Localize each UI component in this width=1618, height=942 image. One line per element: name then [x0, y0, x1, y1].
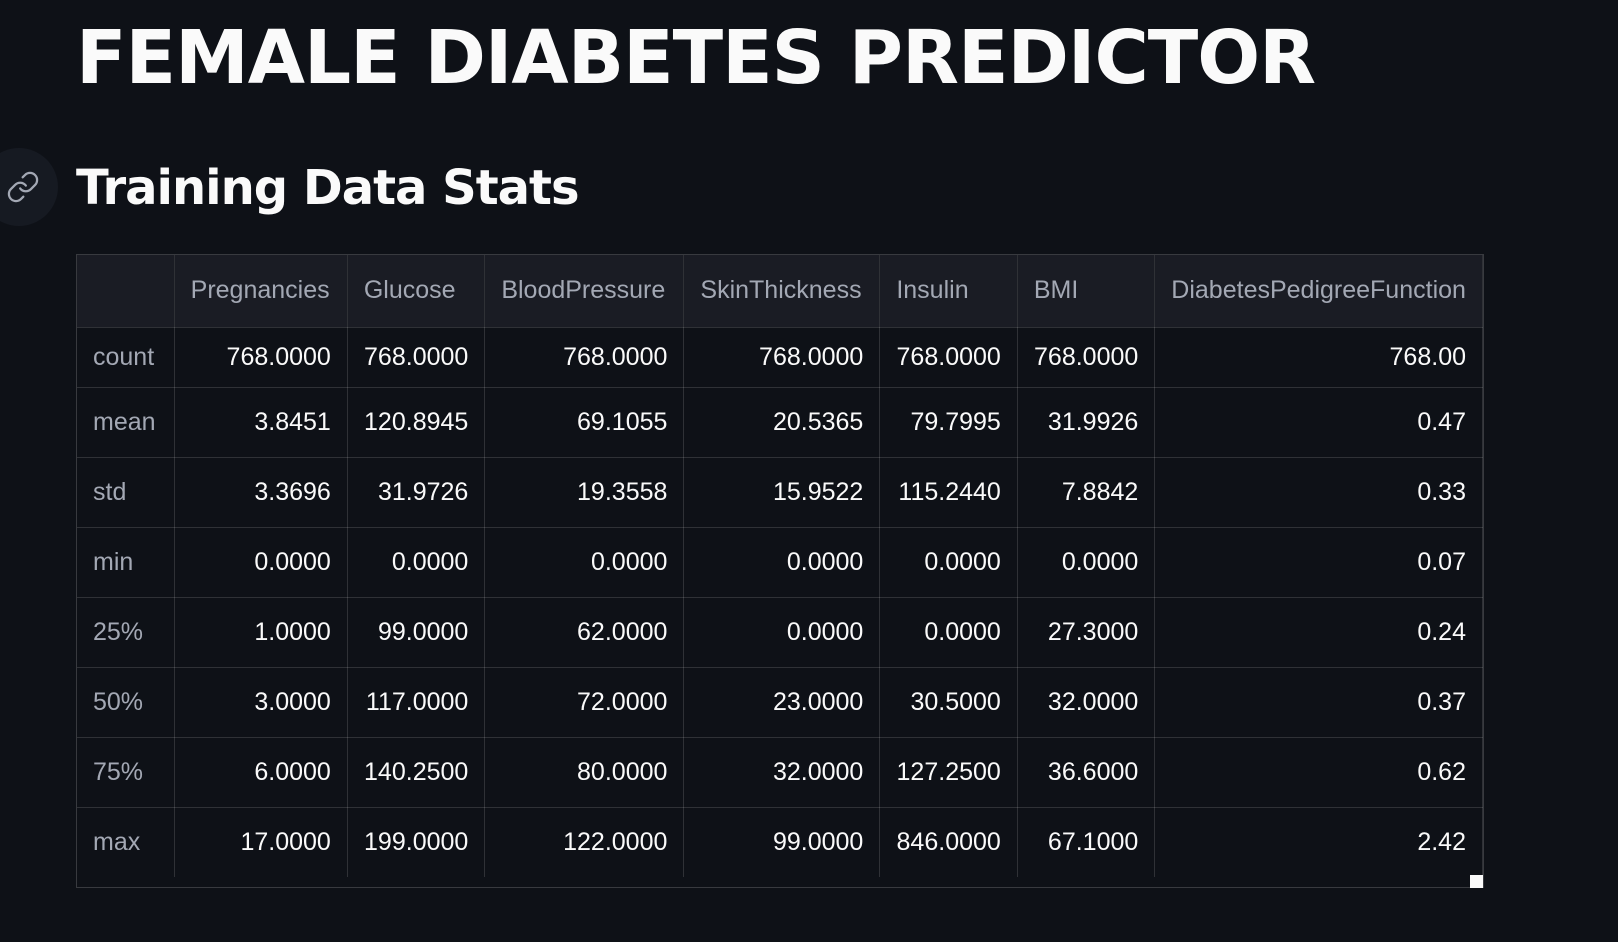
table-cell[interactable]: 0.0000 — [683, 597, 881, 668]
table-cell[interactable]: 140.2500 — [347, 737, 486, 808]
table-cell[interactable]: 19.3558 — [484, 457, 685, 528]
table-cell[interactable]: 0.0000 — [347, 527, 486, 598]
table-cell[interactable]: 23.0000 — [683, 667, 881, 738]
table-cell[interactable]: 36.6000 — [1017, 737, 1156, 808]
table-cell[interactable]: 99.0000 — [683, 807, 881, 877]
table-cell[interactable]: 31.9926 — [1017, 387, 1156, 458]
row-label: 25% — [77, 597, 175, 668]
table-cell[interactable]: 3.0000 — [174, 667, 348, 738]
table-cell[interactable]: 768.0000 — [683, 327, 881, 388]
table-cell[interactable]: 199.0000 — [347, 807, 486, 877]
table-cell[interactable]: 768.00 — [1154, 327, 1483, 388]
table-cell[interactable]: 846.0000 — [879, 807, 1018, 877]
table-row: max 17.0000 199.0000 122.0000 99.0000 84… — [77, 807, 1483, 877]
table-cell[interactable]: 20.5365 — [683, 387, 881, 458]
table-resize-handle[interactable] — [1470, 875, 1483, 888]
table-cell[interactable]: 1.0000 — [174, 597, 348, 668]
section-anchor-link[interactable] — [0, 148, 58, 226]
column-header[interactable]: SkinThickness — [683, 255, 881, 328]
table-cell[interactable]: 768.0000 — [1017, 327, 1156, 388]
table-cell[interactable]: 0.0000 — [879, 597, 1018, 668]
row-label: max — [77, 807, 175, 877]
table-cell[interactable]: 67.1000 — [1017, 807, 1156, 877]
row-label: std — [77, 457, 175, 528]
table-cell[interactable]: 69.1055 — [484, 387, 685, 458]
table-cell[interactable]: 32.0000 — [683, 737, 881, 808]
table-cell[interactable]: 0.47 — [1154, 387, 1483, 458]
table-cell[interactable]: 0.0000 — [484, 527, 685, 598]
table-cell[interactable]: 31.9726 — [347, 457, 486, 528]
table-row: std 3.3696 31.9726 19.3558 15.9522 115.2… — [77, 457, 1483, 528]
table-cell[interactable]: 72.0000 — [484, 667, 685, 738]
table-cell[interactable]: 0.37 — [1154, 667, 1483, 738]
table-cell[interactable]: 0.0000 — [683, 527, 881, 598]
table-row: min 0.0000 0.0000 0.0000 0.0000 0.0000 0… — [77, 527, 1483, 598]
index-header — [77, 255, 175, 328]
column-header[interactable]: BloodPressure — [484, 255, 685, 328]
table-cell[interactable]: 768.0000 — [484, 327, 685, 388]
row-label: mean — [77, 387, 175, 458]
table-cell[interactable]: 62.0000 — [484, 597, 685, 668]
table-cell[interactable]: 122.0000 — [484, 807, 685, 877]
table-cell[interactable]: 768.0000 — [174, 327, 348, 388]
table-cell[interactable]: 117.0000 — [347, 667, 486, 738]
table-cell[interactable]: 115.2440 — [879, 457, 1018, 528]
table-cell[interactable]: 2.42 — [1154, 807, 1483, 877]
table-cell[interactable]: 0.24 — [1154, 597, 1483, 668]
row-label: count — [77, 327, 175, 388]
table-cell[interactable]: 0.0000 — [174, 527, 348, 598]
table-cell[interactable]: 120.8945 — [347, 387, 486, 458]
row-label: 75% — [77, 737, 175, 808]
stats-dataframe[interactable]: Pregnancies Glucose BloodPressure SkinTh… — [76, 254, 1484, 888]
table-cell[interactable]: 7.8842 — [1017, 457, 1156, 528]
column-header[interactable]: Pregnancies — [174, 255, 348, 328]
table-header-row: Pregnancies Glucose BloodPressure SkinTh… — [77, 255, 1483, 328]
row-label: min — [77, 527, 175, 598]
table-cell[interactable]: 80.0000 — [484, 737, 685, 808]
column-header[interactable]: Insulin — [879, 255, 1018, 328]
table-cell[interactable]: 0.33 — [1154, 457, 1483, 528]
table-cell[interactable]: 0.07 — [1154, 527, 1483, 598]
table-cell[interactable]: 0.0000 — [879, 527, 1018, 598]
table-cell[interactable]: 79.7995 — [879, 387, 1018, 458]
table-row: 75% 6.0000 140.2500 80.0000 32.0000 127.… — [77, 737, 1483, 808]
table-row: 50% 3.0000 117.0000 72.0000 23.0000 30.5… — [77, 667, 1483, 738]
table-cell[interactable]: 3.3696 — [174, 457, 348, 528]
table-cell[interactable]: 768.0000 — [347, 327, 486, 388]
app-title: FEMALE DIABETES PREDICTOR — [76, 15, 1316, 101]
table-cell[interactable]: 0.0000 — [1017, 527, 1156, 598]
table-cell[interactable]: 6.0000 — [174, 737, 348, 808]
table-cell[interactable]: 32.0000 — [1017, 667, 1156, 738]
link-icon — [7, 171, 39, 203]
column-header[interactable]: BMI — [1017, 255, 1156, 328]
table-cell[interactable]: 99.0000 — [347, 597, 486, 668]
row-label: 50% — [77, 667, 175, 738]
table-cell[interactable]: 15.9522 — [683, 457, 881, 528]
table-cell[interactable]: 768.0000 — [879, 327, 1018, 388]
column-header[interactable]: DiabetesPedigreeFunction — [1154, 255, 1483, 328]
table-row: 25% 1.0000 99.0000 62.0000 0.0000 0.0000… — [77, 597, 1483, 668]
table-cell[interactable]: 0.62 — [1154, 737, 1483, 808]
stats-table: Pregnancies Glucose BloodPressure SkinTh… — [77, 255, 1483, 877]
table-cell[interactable]: 30.5000 — [879, 667, 1018, 738]
table-row: mean 3.8451 120.8945 69.1055 20.5365 79.… — [77, 387, 1483, 458]
table-cell[interactable]: 3.8451 — [174, 387, 348, 458]
table-cell[interactable]: 17.0000 — [174, 807, 348, 877]
column-header[interactable]: Glucose — [347, 255, 486, 328]
table-cell[interactable]: 127.2500 — [879, 737, 1018, 808]
table-row: count 768.0000 768.0000 768.0000 768.000… — [77, 327, 1483, 388]
section-title: Training Data Stats — [76, 160, 580, 216]
table-cell[interactable]: 27.3000 — [1017, 597, 1156, 668]
